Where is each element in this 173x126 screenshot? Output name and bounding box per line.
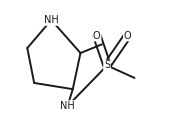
Text: NH: NH <box>60 101 75 111</box>
Text: S: S <box>104 60 110 70</box>
Text: O: O <box>93 31 101 41</box>
Text: O: O <box>124 31 131 41</box>
Text: NH: NH <box>44 15 59 25</box>
